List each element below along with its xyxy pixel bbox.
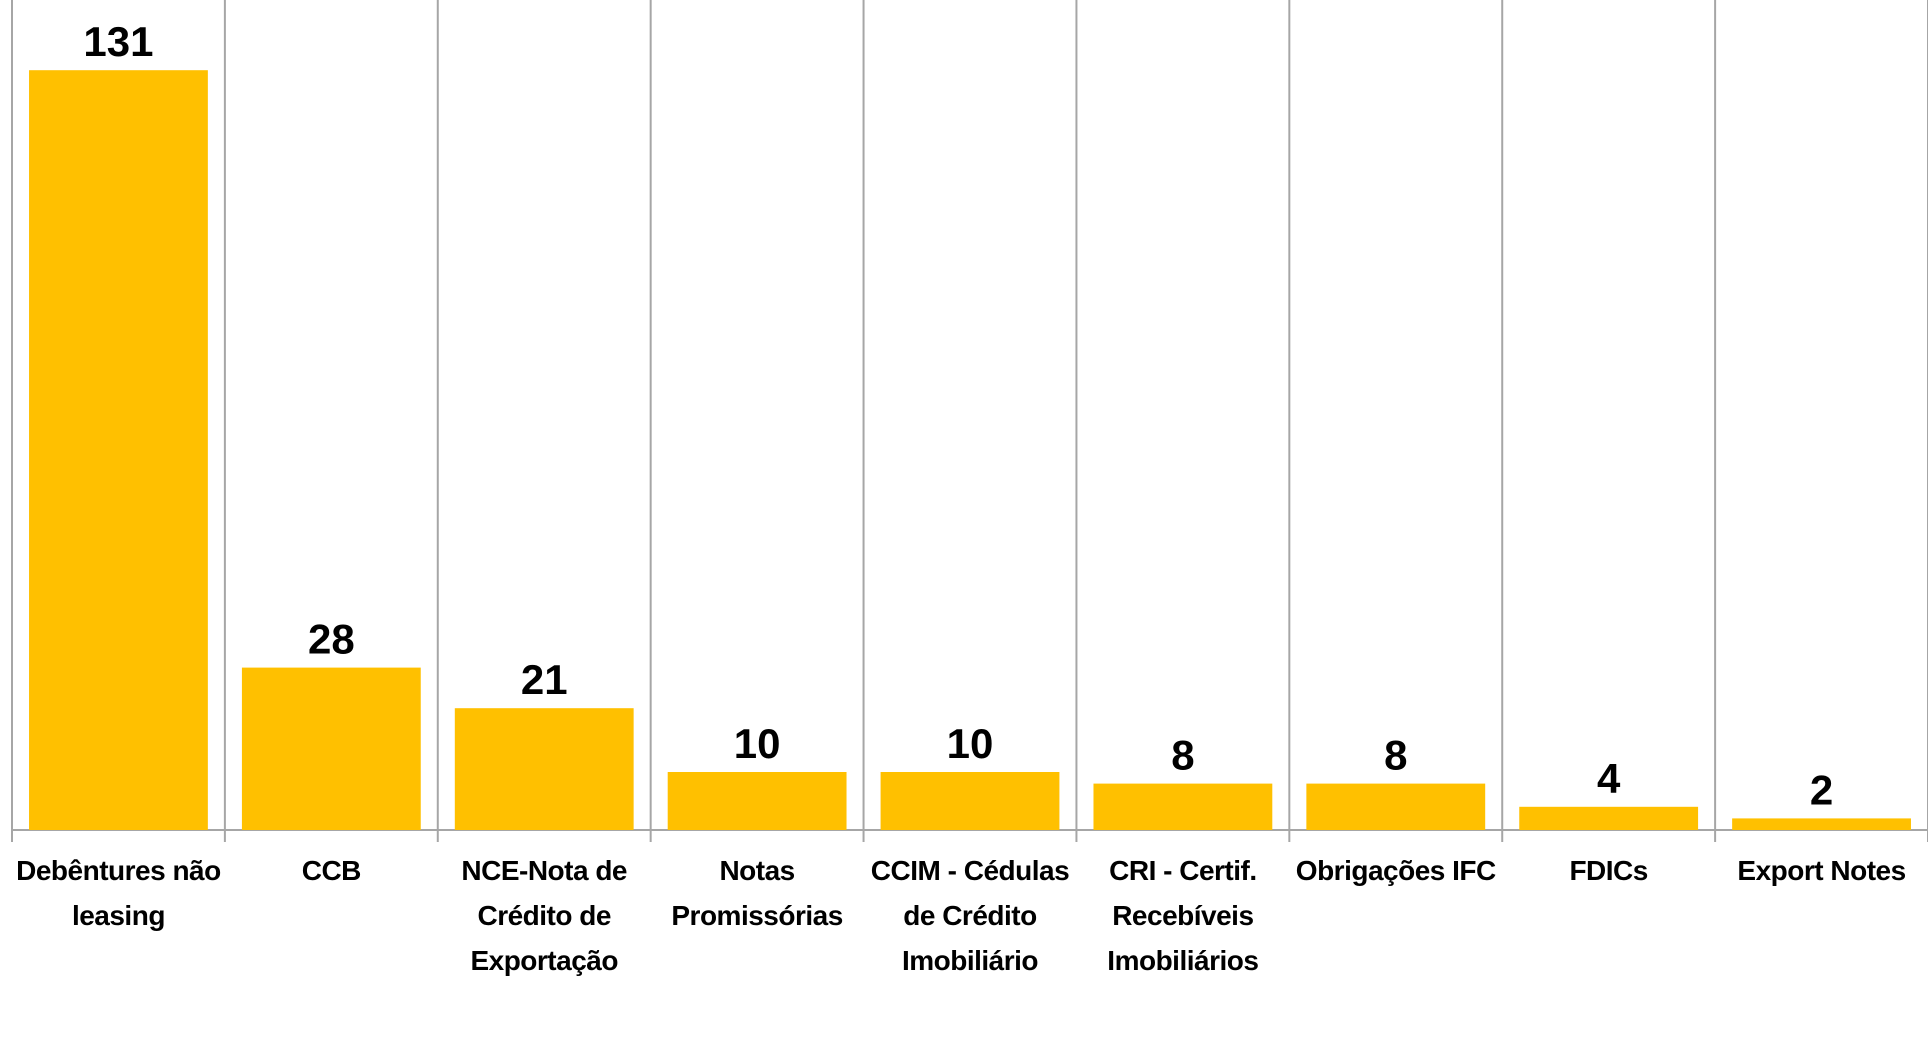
- bar: [241, 667, 421, 830]
- bar: [880, 772, 1060, 830]
- bar: [1732, 818, 1911, 830]
- bar: [1306, 783, 1486, 830]
- x-tick-label: Export Notes: [1737, 855, 1906, 886]
- value-label: 8: [1384, 732, 1407, 779]
- x-tick-label: Debêntures não leasing: [16, 855, 221, 931]
- bar: [29, 70, 208, 830]
- x-tick-label: FDICs: [1569, 855, 1648, 886]
- value-label: 21: [521, 656, 568, 703]
- x-tick-label: NCE-Nota de Crédito de Exportação: [461, 855, 628, 976]
- x-tick-label: CCIM - Cédulas de Crédito Imobiliário: [870, 855, 1070, 976]
- x-tick-label: Notas Promissórias: [671, 855, 843, 931]
- bar: [1519, 806, 1699, 830]
- value-label: 10: [947, 720, 994, 767]
- bar: [454, 708, 634, 830]
- value-label: 8: [1171, 732, 1194, 779]
- value-label: 131: [83, 18, 153, 65]
- x-tick-label: CCB: [301, 855, 362, 886]
- value-label: 2: [1810, 766, 1833, 813]
- value-label: 10: [734, 720, 781, 767]
- bar: [1093, 783, 1273, 830]
- bar: [667, 772, 847, 830]
- value-label: 28: [308, 616, 355, 663]
- value-label: 4: [1597, 755, 1621, 802]
- x-tick-label: CRI - Certif. Recebíveis Imobiliários: [1107, 855, 1259, 976]
- x-tick-label: Obrigações IFC: [1295, 855, 1496, 886]
